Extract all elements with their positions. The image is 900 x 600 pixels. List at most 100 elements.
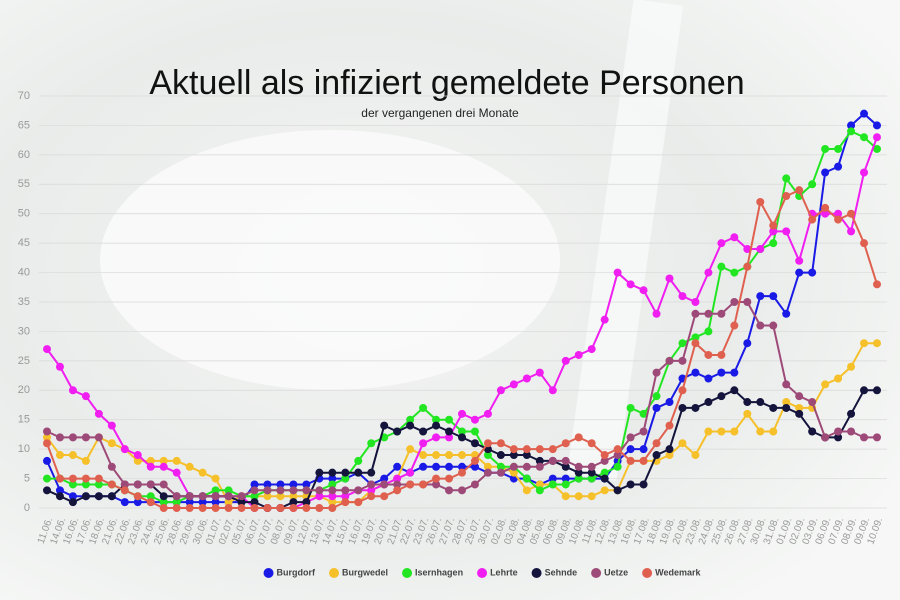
data-point [68, 480, 77, 489]
data-point [743, 398, 752, 407]
data-point [873, 121, 881, 130]
data-point [509, 462, 518, 471]
data-point [730, 427, 739, 436]
data-point [328, 498, 337, 507]
data-point [43, 439, 51, 448]
data-point [120, 486, 129, 495]
legend-label: Wedemark [655, 567, 701, 577]
data-point [704, 398, 713, 407]
data-point [328, 486, 337, 495]
data-point [600, 486, 609, 495]
data-point [847, 227, 856, 236]
data-point [94, 474, 103, 483]
data-point [873, 133, 881, 142]
data-point [55, 433, 64, 442]
data-point [535, 456, 544, 465]
data-point [678, 386, 687, 395]
data-point [821, 209, 830, 218]
data-point [834, 144, 843, 153]
data-point [380, 421, 389, 430]
data-point [458, 409, 466, 418]
data-point [769, 403, 778, 412]
data-point [81, 433, 90, 442]
data-point [756, 197, 765, 206]
data-point [133, 451, 142, 460]
data-point [691, 309, 700, 318]
data-point [743, 245, 752, 254]
y-tick-label: 65 [18, 119, 30, 131]
data-point [548, 445, 557, 454]
data-point [419, 403, 428, 412]
data-point [406, 480, 415, 489]
data-point [133, 456, 142, 465]
data-point [652, 403, 661, 412]
data-point [470, 427, 479, 436]
data-point [587, 345, 596, 354]
data-point [600, 474, 609, 483]
data-point [120, 498, 129, 507]
data-point [821, 433, 830, 442]
data-point [483, 439, 492, 448]
data-point [470, 480, 479, 489]
data-point [68, 433, 77, 442]
data-point [470, 462, 479, 471]
data-point [198, 498, 207, 507]
data-point [847, 409, 856, 418]
data-point [380, 480, 389, 489]
data-point [289, 486, 298, 495]
data-point [756, 398, 765, 407]
data-point [458, 427, 466, 436]
data-point [717, 262, 726, 271]
data-point [535, 368, 544, 377]
legend-marker [329, 568, 340, 578]
data-point [159, 504, 168, 512]
data-point [665, 356, 674, 365]
data-point [587, 492, 596, 501]
data-point [146, 498, 155, 507]
data-point [159, 456, 168, 465]
data-point [873, 339, 881, 348]
data-point [68, 492, 77, 501]
data-point [782, 380, 791, 389]
data-point [445, 486, 454, 495]
data-point [743, 298, 752, 306]
data-point [81, 492, 90, 501]
data-point [691, 403, 700, 412]
data-point [600, 468, 609, 477]
data-point [224, 498, 233, 507]
data-point [821, 144, 830, 153]
data-point [704, 374, 713, 383]
data-point [393, 474, 402, 483]
data-point [730, 268, 739, 277]
data-point [224, 486, 233, 495]
data-point [250, 504, 259, 512]
data-point [678, 339, 687, 348]
data-point [756, 427, 765, 436]
data-point [43, 474, 51, 483]
data-point [68, 386, 77, 395]
data-point [678, 292, 687, 301]
data-point [159, 498, 168, 507]
data-point [808, 215, 817, 224]
data-point [665, 398, 674, 407]
data-point [198, 492, 207, 501]
data-point [276, 492, 285, 501]
data-point [172, 468, 181, 477]
data-point [393, 486, 402, 495]
y-tick-label: 50 [18, 208, 30, 220]
data-point [55, 486, 64, 495]
data-point [652, 439, 661, 448]
data-point [665, 421, 674, 430]
data-point [94, 433, 103, 442]
y-tick-label: 70 [18, 90, 30, 102]
data-point [341, 498, 350, 507]
data-point [639, 427, 648, 436]
data-point [43, 433, 51, 442]
data-point [834, 427, 843, 436]
data-point [769, 221, 778, 230]
data-point [276, 486, 285, 495]
data-point [419, 480, 428, 489]
data-point [55, 474, 64, 483]
data-point [509, 468, 518, 477]
data-point [795, 403, 804, 412]
